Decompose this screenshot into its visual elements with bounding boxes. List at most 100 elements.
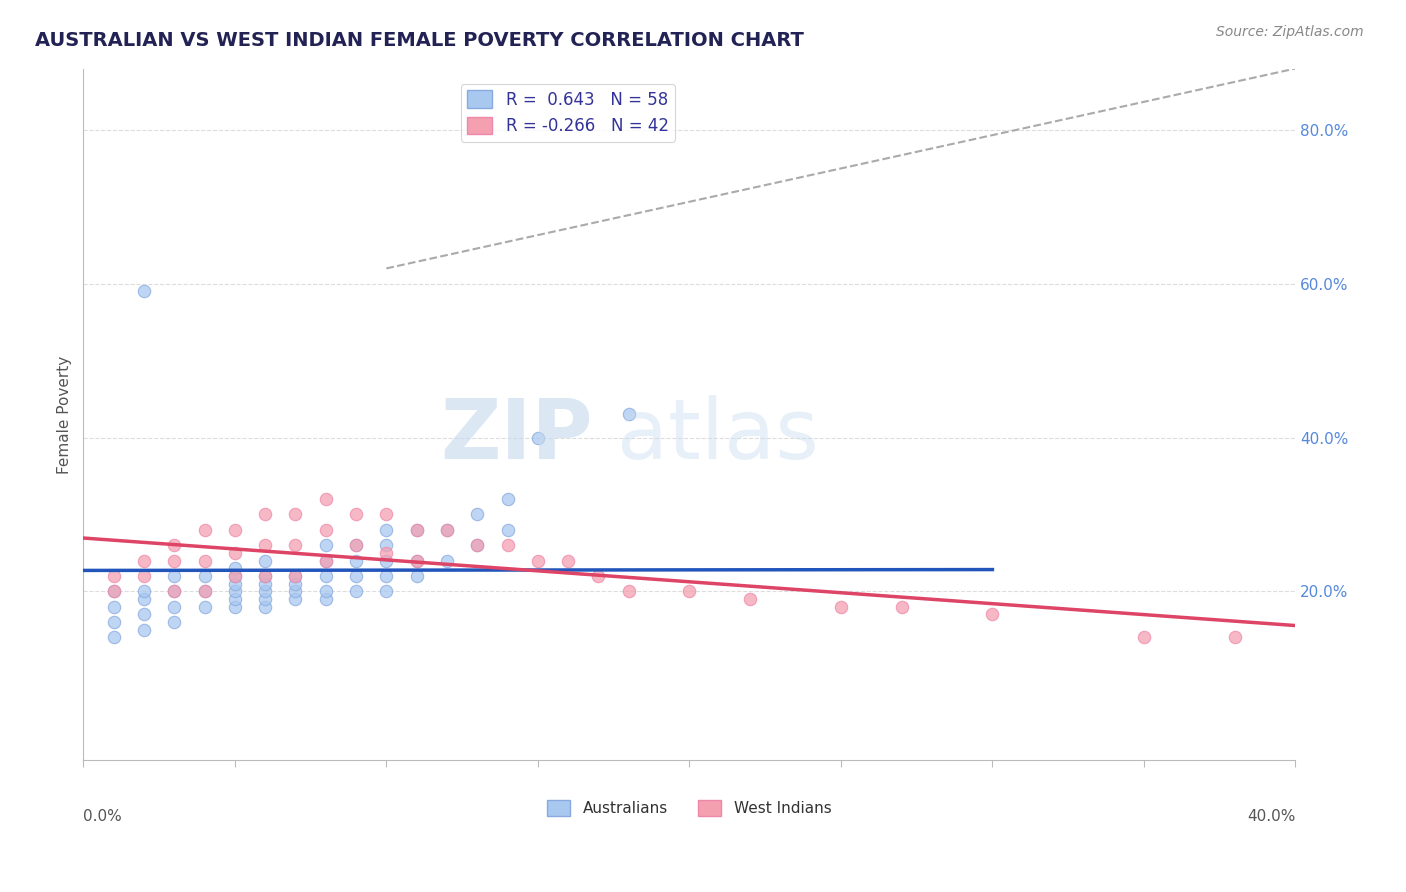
Point (284, 569, 307, 583)
Point (315, 538, 337, 552)
Point (163, 584, 186, 599)
Text: ZIP: ZIP (440, 395, 592, 475)
Y-axis label: Female Poverty: Female Poverty (58, 355, 72, 474)
Point (375, 523, 398, 537)
Point (284, 538, 307, 552)
Point (375, 584, 398, 599)
Point (254, 569, 277, 583)
Point (315, 569, 337, 583)
Point (315, 584, 337, 599)
Point (405, 569, 427, 583)
Point (375, 508, 398, 522)
Point (132, 591, 155, 606)
Point (375, 546, 398, 560)
Point (315, 491, 337, 506)
Point (224, 561, 246, 575)
Point (405, 553, 427, 567)
Point (254, 584, 277, 599)
Point (344, 508, 367, 522)
Point (103, 599, 125, 614)
Point (163, 538, 186, 552)
Point (224, 591, 246, 606)
Point (344, 538, 367, 552)
Point (224, 599, 246, 614)
Point (1133, 631, 1156, 645)
Point (132, 569, 155, 583)
Point (1223, 631, 1246, 645)
Point (132, 607, 155, 622)
Point (465, 538, 488, 552)
Point (344, 553, 367, 567)
Point (132, 553, 155, 567)
Point (103, 569, 125, 583)
Point (132, 584, 155, 599)
Point (163, 615, 186, 629)
Point (436, 523, 458, 537)
Point (284, 508, 307, 522)
Point (405, 523, 427, 537)
Point (163, 584, 186, 599)
Point (617, 584, 640, 599)
Point (315, 523, 337, 537)
Point (193, 584, 215, 599)
Text: atlas: atlas (617, 395, 818, 475)
Point (193, 599, 215, 614)
Point (315, 553, 337, 567)
Text: Source: ZipAtlas.com: Source: ZipAtlas.com (1216, 25, 1364, 39)
Point (163, 599, 186, 614)
Point (375, 538, 398, 552)
Point (405, 523, 427, 537)
Point (254, 576, 277, 591)
Point (224, 584, 246, 599)
Point (254, 591, 277, 606)
Legend: Australians, West Indians: Australians, West Indians (541, 794, 838, 822)
Point (496, 491, 519, 506)
Point (163, 553, 186, 567)
Point (738, 591, 761, 606)
Point (344, 569, 367, 583)
Point (103, 584, 125, 599)
Point (254, 599, 277, 614)
Point (103, 584, 125, 599)
Point (254, 538, 277, 552)
Point (224, 569, 246, 583)
Point (132, 623, 155, 637)
Point (344, 584, 367, 599)
Point (465, 508, 488, 522)
Point (284, 576, 307, 591)
Point (163, 569, 186, 583)
Point (557, 553, 579, 567)
Point (254, 508, 277, 522)
Point (375, 569, 398, 583)
Point (527, 430, 550, 444)
Point (284, 591, 307, 606)
Point (588, 569, 610, 583)
Point (193, 584, 215, 599)
Text: AUSTRALIAN VS WEST INDIAN FEMALE POVERTY CORRELATION CHART: AUSTRALIAN VS WEST INDIAN FEMALE POVERTY… (35, 31, 804, 50)
Point (224, 569, 246, 583)
Point (224, 546, 246, 560)
Point (375, 553, 398, 567)
Point (284, 584, 307, 599)
Point (678, 584, 700, 599)
Point (465, 538, 488, 552)
Point (527, 553, 550, 567)
Point (315, 591, 337, 606)
Point (617, 408, 640, 422)
Text: 0.0%: 0.0% (83, 809, 122, 824)
Point (254, 553, 277, 567)
Point (284, 569, 307, 583)
Point (830, 599, 852, 614)
Point (890, 599, 912, 614)
Text: 40.0%: 40.0% (1247, 809, 1295, 824)
Point (224, 576, 246, 591)
Point (193, 569, 215, 583)
Point (224, 523, 246, 537)
Point (344, 538, 367, 552)
Point (981, 607, 1004, 622)
Point (132, 285, 155, 299)
Point (496, 523, 519, 537)
Point (193, 553, 215, 567)
Point (315, 553, 337, 567)
Point (193, 523, 215, 537)
